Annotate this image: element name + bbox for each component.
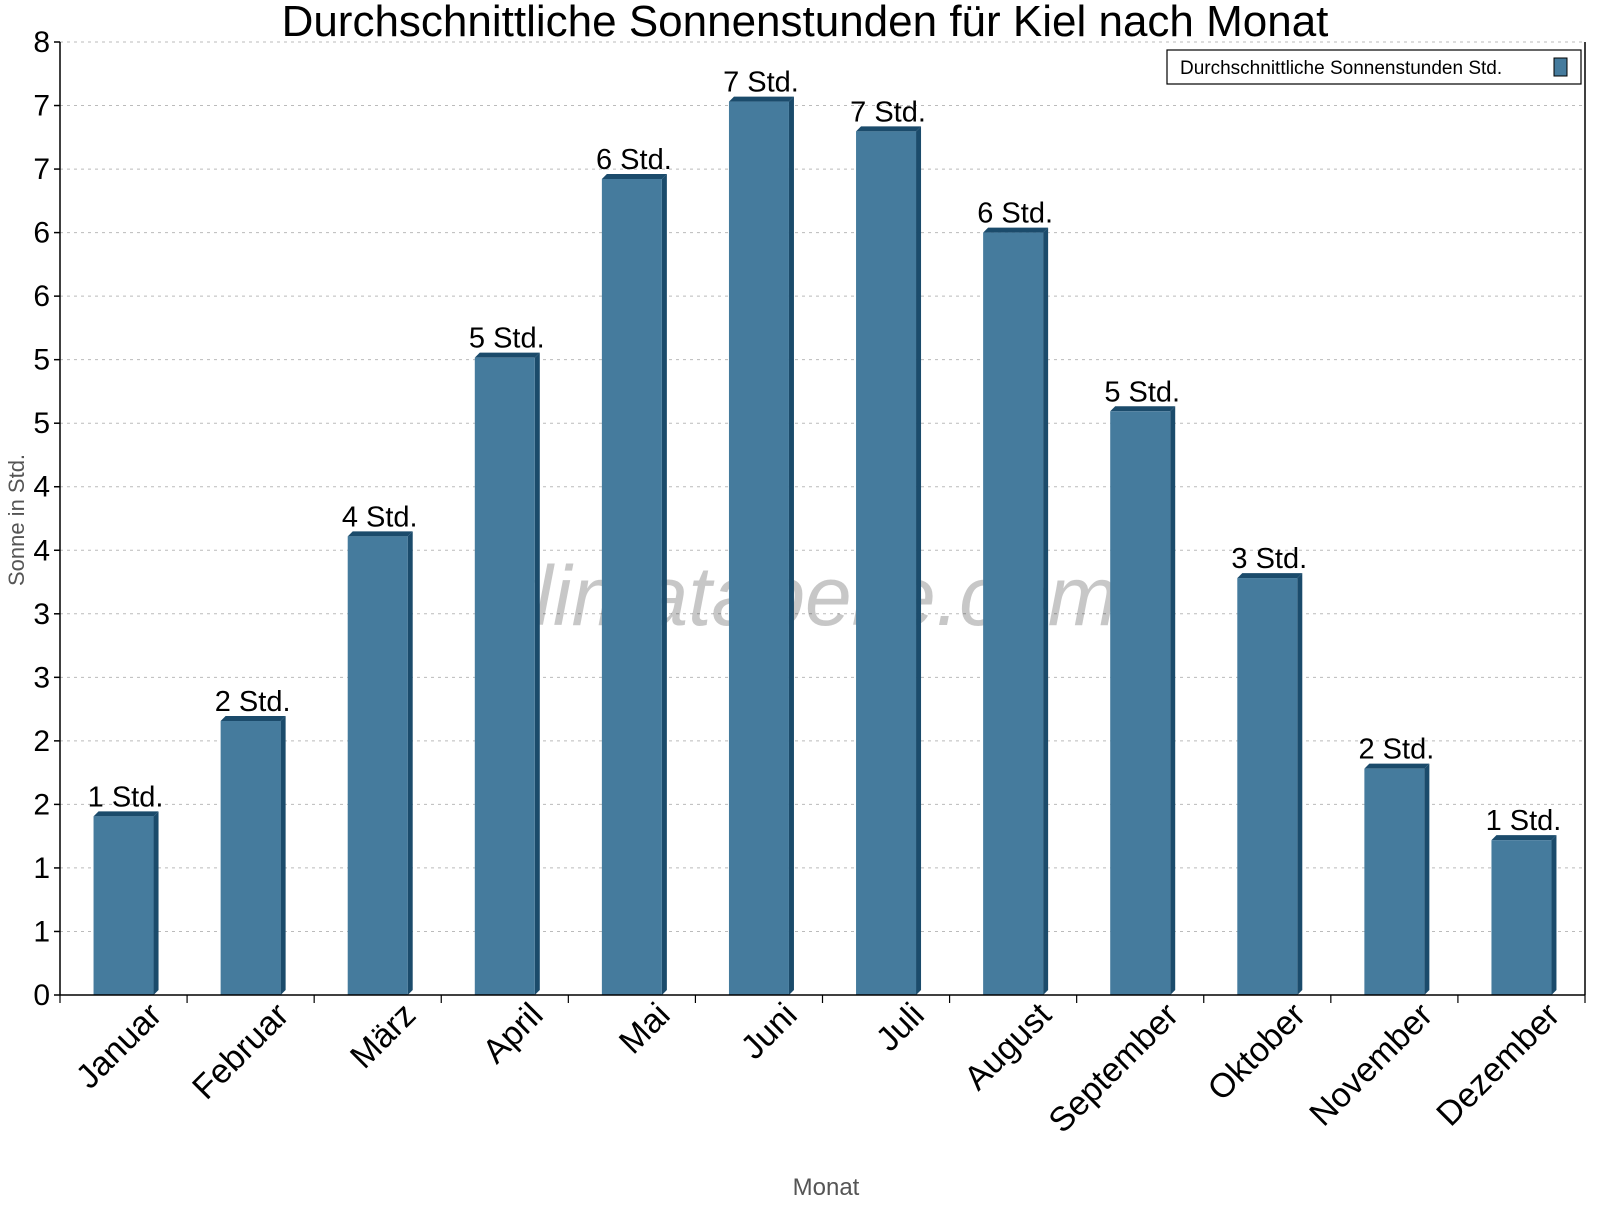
y-tick-label: 7 [33, 90, 50, 123]
legend-swatch [1553, 57, 1568, 77]
y-tick-label: 6 [33, 280, 50, 313]
bar [347, 536, 408, 995]
bar-top [1364, 763, 1430, 769]
bar [1237, 578, 1298, 995]
bar-top [983, 227, 1049, 233]
bar [601, 178, 662, 995]
y-axis-label: Sonne in Std. [4, 454, 29, 586]
y-tick-label: 3 [33, 661, 50, 694]
y-tick-label: 6 [33, 217, 50, 250]
bar [474, 357, 535, 995]
y-tick-label: 5 [33, 344, 50, 377]
bar [1110, 411, 1171, 996]
y-tick-label: 5 [33, 407, 50, 440]
data-label: 3 Std. [1231, 543, 1307, 575]
bar-side [153, 811, 159, 995]
data-label: 2 Std. [215, 686, 291, 718]
x-tick-label: September [1041, 996, 1185, 1140]
bar-side [407, 531, 413, 995]
bar-top [347, 531, 413, 537]
y-tick-label: 8 [33, 26, 50, 59]
bar [1364, 768, 1425, 995]
bar-side [280, 716, 286, 995]
grid-lines [60, 41, 1585, 932]
x-tick-label: Oktober [1201, 996, 1313, 1108]
bar-side [661, 173, 667, 995]
y-tick-label: 4 [33, 534, 50, 567]
bar-top [474, 352, 540, 358]
x-tick-label: August [957, 995, 1059, 1097]
x-tick-label: April [475, 996, 550, 1071]
y-tick-label: 2 [33, 725, 50, 758]
bar-side [1043, 227, 1049, 996]
y-tick-label: 7 [33, 153, 50, 186]
legend-box [1166, 49, 1582, 85]
data-label: 4 Std. [342, 501, 418, 533]
bar-side [1551, 835, 1557, 995]
x-tick-label: März [343, 996, 423, 1076]
data-label: 5 Std. [1104, 376, 1180, 408]
data-label: 1 Std. [1486, 805, 1562, 837]
x-tick-label: November [1302, 996, 1440, 1134]
y-tick-label: 1 [33, 852, 50, 885]
data-label: 1 Std. [88, 781, 164, 813]
x-tick-label: Dezember [1429, 996, 1567, 1134]
x-tick-label: Juni [734, 996, 805, 1067]
y-tick-label: 4 [33, 471, 50, 504]
x-axis-label: Monat [793, 1174, 860, 1200]
legend: Durchschnittliche Sonnenstunden Std. [1166, 49, 1582, 85]
data-label: 5 Std. [469, 323, 545, 355]
x-tick-label: Mai [612, 996, 678, 1062]
bar-side [1424, 763, 1430, 995]
x-tick-label: Juli [869, 996, 932, 1059]
bar-top [1237, 573, 1303, 579]
chart-title: Durchschnittliche Sonnenstunden für Kiel… [282, 0, 1329, 46]
bar [856, 131, 917, 995]
data-label: 7 Std. [850, 96, 926, 128]
bar-side [1170, 406, 1176, 996]
x-tick-label: Januar [69, 996, 169, 1096]
bar-top [601, 173, 667, 179]
bar [93, 816, 154, 995]
bar-top [728, 96, 794, 102]
data-label: 6 Std. [977, 198, 1053, 230]
y-tick-label: 2 [33, 788, 50, 821]
bar-top [1110, 406, 1176, 412]
x-tick-label: Februar [185, 996, 296, 1107]
bar-side [916, 126, 922, 995]
y-tick-label: 1 [33, 915, 50, 948]
bar-side [534, 352, 540, 995]
legend-label: Durchschnittliche Sonnenstunden Std. [1180, 58, 1502, 79]
bar-top [1491, 835, 1557, 841]
y-tick-label: 0 [33, 979, 50, 1012]
data-label: 6 Std. [596, 144, 672, 176]
bar [1491, 840, 1552, 995]
bar-top [856, 126, 922, 132]
data-label: 2 Std. [1358, 734, 1434, 766]
bar-top [220, 716, 286, 722]
data-label: 7 Std. [723, 67, 799, 99]
bar [983, 232, 1044, 996]
bar [728, 101, 789, 995]
bar-top [93, 811, 159, 817]
bar-side [788, 96, 794, 995]
bar [220, 721, 281, 995]
bar-side [1297, 573, 1303, 995]
y-tick-label: 3 [33, 598, 50, 631]
bars: 1 Std. 2 Std. 4 Std. 5 Std. 6 Std. 7 Std. 7 St… [88, 67, 1562, 996]
